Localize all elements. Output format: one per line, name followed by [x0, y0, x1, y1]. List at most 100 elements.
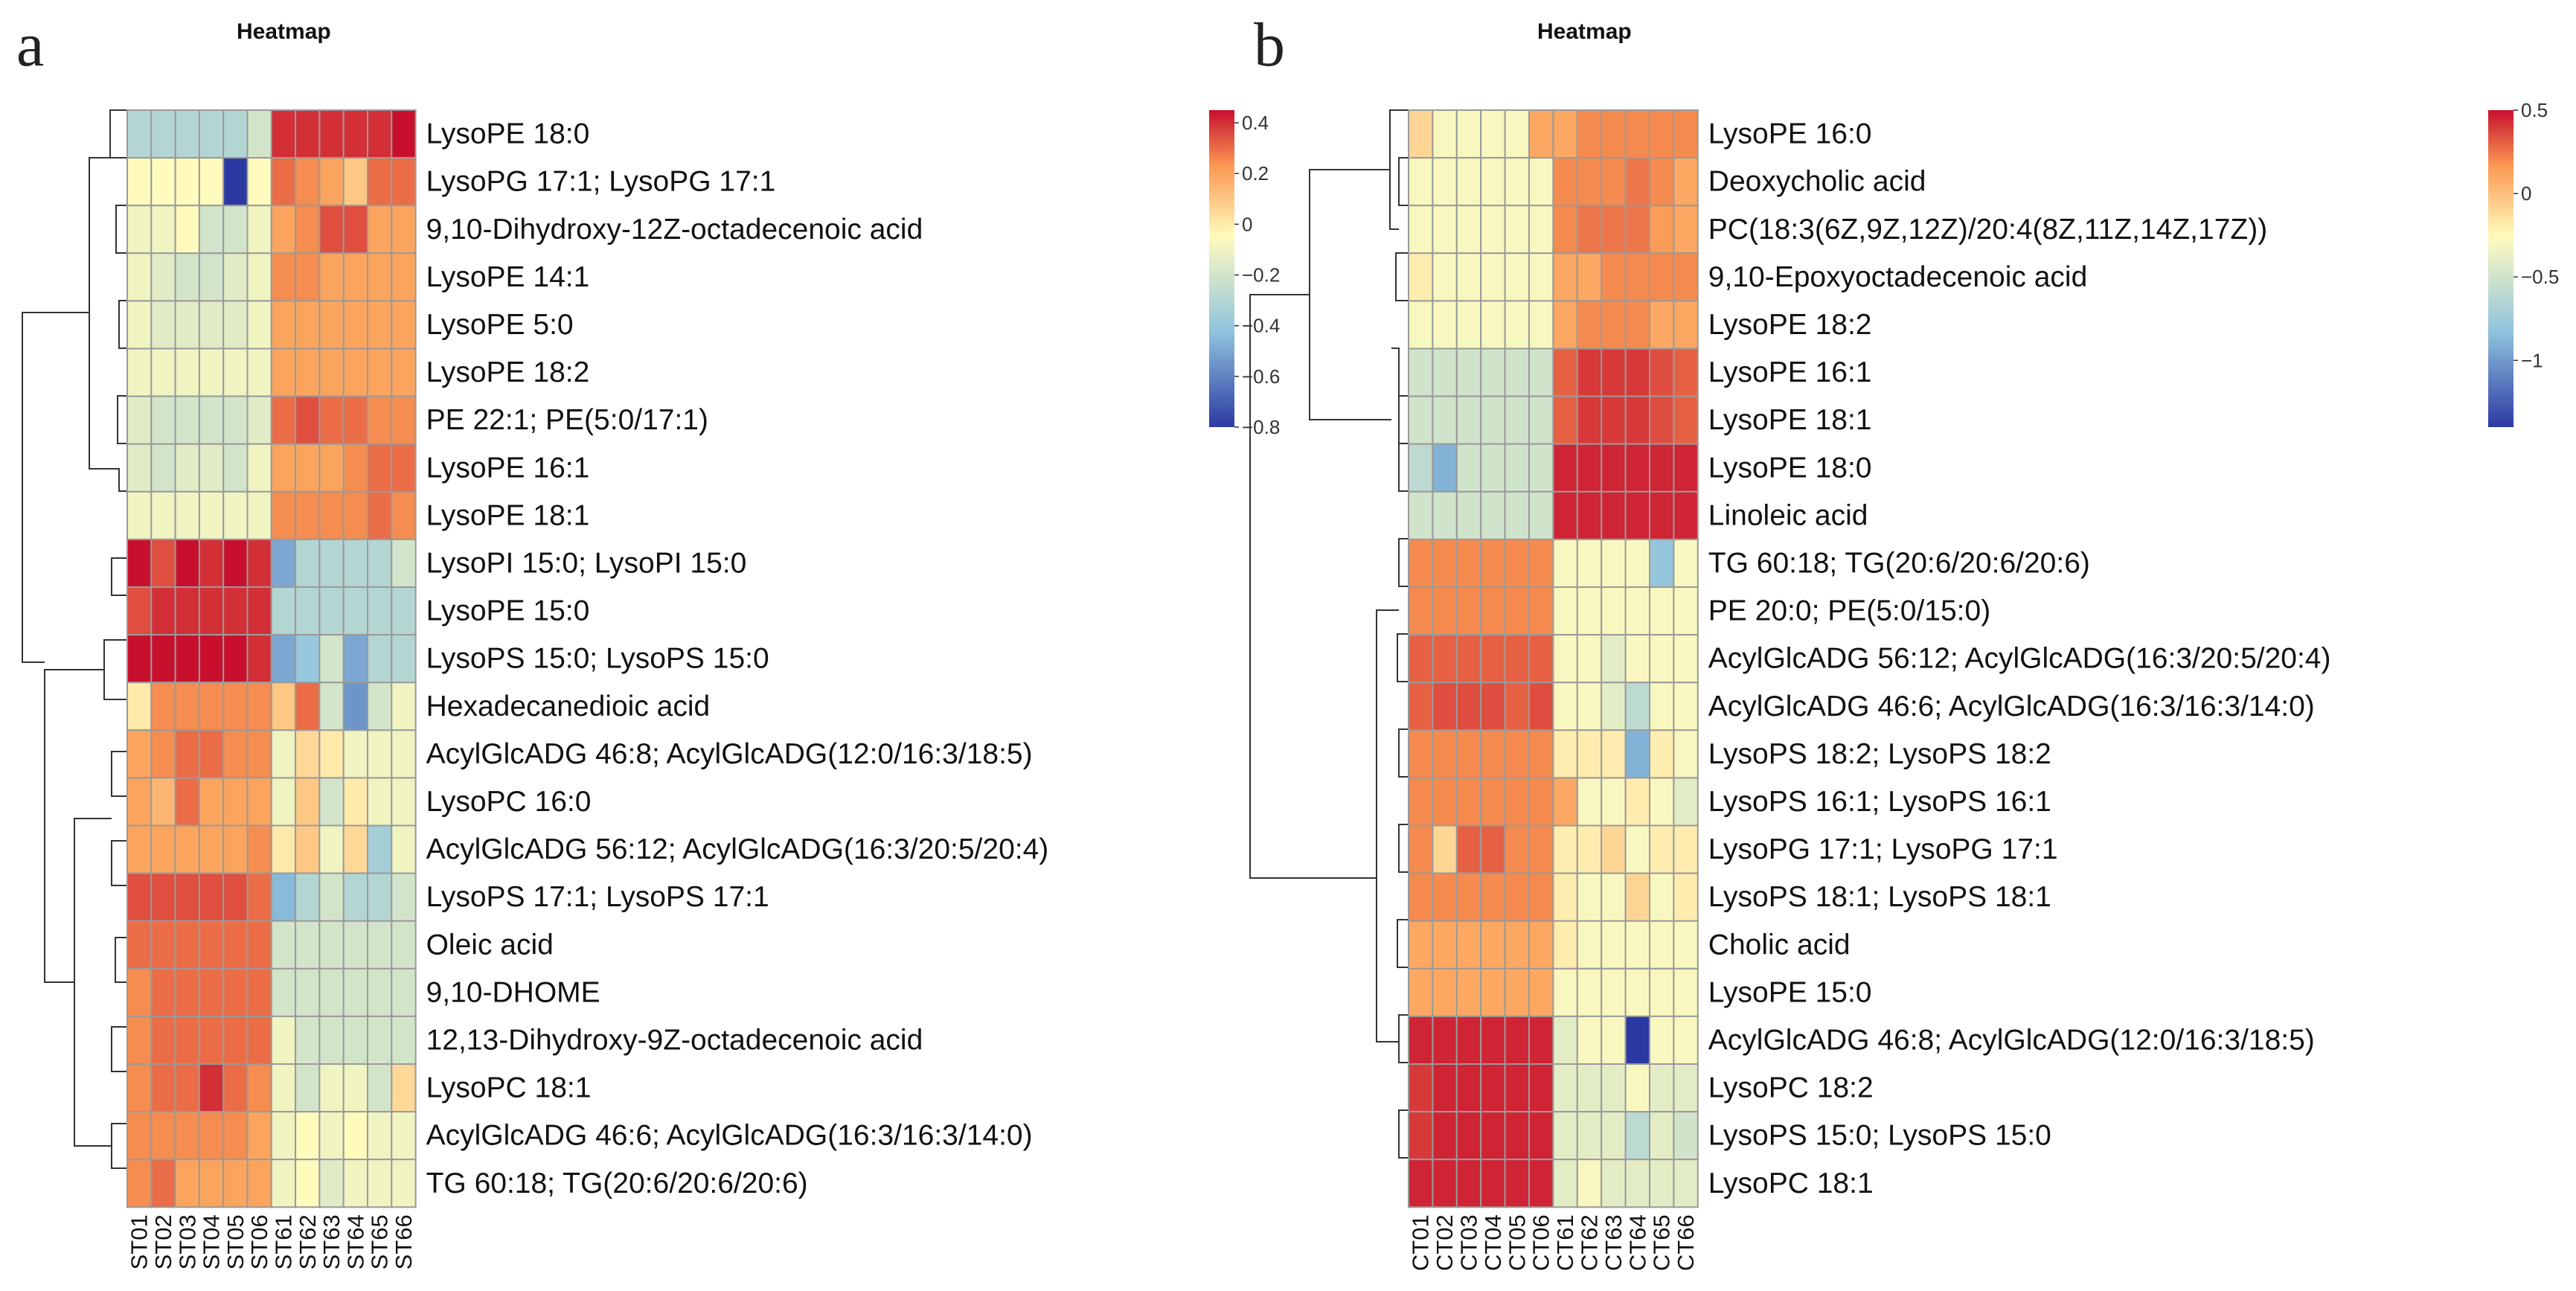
heatmap-cell [1552, 729, 1578, 779]
heatmap-cell [150, 824, 176, 874]
heatmap-cell [295, 443, 321, 493]
heatmap-cell [1408, 1111, 1434, 1161]
heatmap-cell [342, 443, 369, 493]
heatmap-cell [295, 538, 321, 589]
heatmap-cell [1455, 967, 1482, 1017]
heatmap-cell [222, 1111, 249, 1161]
heatmap-cell [1624, 1015, 1651, 1066]
heatmap-cell [1576, 586, 1603, 636]
heatmap-cell [198, 824, 225, 874]
column-label: CT64 [1624, 1214, 1650, 1271]
row-label: LysoPE 14:1 [426, 261, 590, 293]
heatmap-cell [391, 1111, 417, 1161]
heatmap-cell [1480, 490, 1506, 540]
heatmap-cell [246, 967, 272, 1017]
heatmap-cell [1576, 1063, 1603, 1113]
heatmap-cell [126, 538, 153, 589]
heatmap-cell [174, 920, 200, 970]
heatmap-cell [1552, 490, 1578, 540]
heatmap-cell [1455, 1111, 1482, 1161]
heatmap-cell [246, 347, 272, 397]
row-label: AcylGlcADG 56:12; AcylGlcADG(16:3/20:5/2… [1708, 643, 2331, 675]
row-label: Cholic acid [1708, 929, 1851, 961]
heatmap-cell [1624, 682, 1651, 731]
heatmap-cell [1624, 777, 1651, 827]
heatmap-cell [1576, 300, 1603, 350]
heatmap-cell [1455, 920, 1482, 970]
row-label: LysoPS 16:1; LysoPS 16:1 [1708, 786, 2051, 818]
heatmap-cell [1432, 872, 1458, 922]
row-label: 9,10-DHOME [426, 976, 600, 1008]
heatmap-cell [391, 205, 417, 254]
heatmap-cell [126, 1063, 153, 1113]
row-label: AcylGlcADG 46:8; AcylGlcADG(12:0/16:3/18… [426, 738, 1033, 770]
column-label: CT06 [1528, 1214, 1554, 1271]
heatmap-cell [1480, 920, 1506, 970]
heatmap-cell [126, 252, 153, 302]
heatmap-cell [1455, 586, 1482, 636]
heatmap-cell [1480, 252, 1506, 302]
heatmap-cell [1649, 252, 1675, 302]
heatmap-cell [1576, 347, 1603, 397]
heatmap-cell [1528, 1111, 1554, 1161]
row-label: 9,10-Dihydroxy-12Z-octadecenoic acid [426, 214, 923, 246]
heatmap-cell [1408, 1159, 1434, 1208]
row-label: LysoPE 16:1 [426, 452, 590, 484]
column-label: ST64 [342, 1214, 368, 1269]
heatmap-cell [1504, 920, 1530, 970]
heatmap-cell [367, 109, 393, 159]
column-label: ST65 [367, 1214, 393, 1269]
heatmap-cell [391, 1015, 417, 1066]
heatmap-cell [1649, 300, 1675, 350]
heatmap-cell [1601, 490, 1627, 540]
row-label: LysoPE 18:1 [426, 499, 590, 531]
heatmap-cell [1408, 682, 1434, 731]
heatmap-cell [1408, 157, 1434, 207]
heatmap-cell [150, 1111, 176, 1161]
heatmap-cell [1480, 872, 1506, 922]
heatmap-cell [1649, 1015, 1675, 1066]
heatmap-cell [1455, 490, 1482, 540]
panel-a-row-labels: LysoPE 18:0 LysoPG 17:1; LysoPG 17:1 9,10-… [426, 118, 1049, 1199]
column-label: CT63 [1601, 1214, 1627, 1271]
heatmap-cell [1432, 205, 1458, 254]
heatmap-cell [1432, 347, 1458, 397]
heatmap-cell [126, 967, 153, 1017]
heatmap-cell [1552, 347, 1578, 397]
heatmap-cell [1673, 777, 1699, 827]
heatmap-cell [342, 1063, 369, 1113]
column-label: CT61 [1552, 1214, 1578, 1271]
heatmap-cell [270, 824, 297, 874]
heatmap-cell [246, 300, 272, 350]
heatmap-cell [295, 157, 321, 207]
heatmap-cell [1528, 490, 1554, 540]
heatmap-cell [1649, 729, 1675, 779]
heatmap-cell [198, 252, 225, 302]
heatmap-cell [1408, 252, 1434, 302]
heatmap-cell [126, 682, 153, 731]
heatmap-cell [126, 109, 153, 159]
heatmap-cell [1649, 872, 1675, 922]
heatmap-cell [1455, 1015, 1482, 1066]
heatmap-cell [318, 205, 345, 254]
heatmap-cell [1552, 586, 1578, 636]
heatmap-cell [1504, 777, 1530, 827]
heatmap-cell [1552, 920, 1578, 970]
row-label: TG 60:18; TG(20:6/20:6/20:6) [426, 1167, 808, 1199]
heatmap-cell [222, 967, 249, 1017]
heatmap-cell [318, 1159, 345, 1208]
row-label: LysoPE 15:0 [426, 595, 590, 627]
heatmap-cell [1504, 443, 1530, 493]
heatmap-cell [1649, 824, 1675, 874]
heatmap-cell [1432, 1159, 1458, 1208]
heatmap-cell [1576, 490, 1603, 540]
heatmap-cell [1601, 920, 1627, 970]
heatmap-cell [1552, 109, 1578, 159]
heatmap-cell [174, 490, 200, 540]
heatmap-cell [342, 682, 369, 731]
heatmap-cell [1601, 729, 1627, 779]
heatmap-cell [270, 586, 297, 636]
heatmap-cell [1528, 395, 1554, 445]
column-label: ST63 [318, 1214, 345, 1269]
heatmap-cell [1480, 109, 1506, 159]
